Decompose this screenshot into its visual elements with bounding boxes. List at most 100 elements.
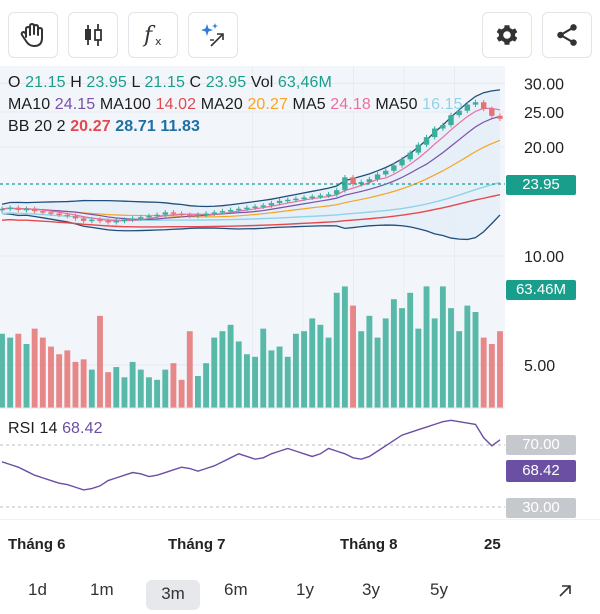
candle-body [391,165,397,171]
range-1d[interactable]: 1d [28,580,47,599]
price-tick-label: 30.00 [524,76,564,93]
volume-bar [39,337,46,408]
range-3m[interactable]: 3m [146,580,200,610]
volume-bar [56,354,63,408]
candle-body [431,128,438,138]
bb-upper-value: 20.27 [70,118,111,135]
high-value: 23.95 [86,74,127,91]
range-3y[interactable]: 3y [362,580,380,599]
x-label-july: Tháng 7 [168,536,226,553]
share-button[interactable] [542,12,592,58]
candle-body [456,110,462,116]
price-tick-label: 25.00 [524,105,564,122]
magic-button[interactable] [188,12,238,58]
candle-body [472,102,479,105]
range-1m[interactable]: 1m [90,580,114,599]
volume-bar [341,286,348,408]
ma50-label: MA50 [375,96,418,113]
price-chart[interactable]: 5.00 10.00 20.00 25.00 30.00 [0,0,600,520]
candle-body [293,198,299,201]
volume-bar [497,331,503,408]
share-icon [557,24,577,46]
ma20-value: 20.27 [247,96,288,113]
volume-tag: 63.46M [506,280,576,300]
ma5-label: MA5 [292,96,326,113]
volume-bar [325,337,332,408]
volume-bar [301,331,308,408]
volume-bar [162,369,169,408]
candle-body [48,212,54,214]
volume-bar [227,324,234,408]
indicators-button[interactable]: f x [128,12,178,58]
range-selector: 1d 1m 3m 6m 1y 3y 5y [0,576,600,610]
range-5y[interactable]: 5y [430,580,448,599]
volume-bar [80,359,87,408]
volume-bar [23,344,30,408]
candle-body [121,219,128,222]
volume-bar [448,308,454,408]
candle-body [203,213,209,216]
volume-value: 63,46M [277,74,332,91]
volume-bars [0,286,503,408]
volume-bar [113,367,120,408]
volume-bar [219,331,226,408]
candle-body [0,208,5,211]
candle-body [113,220,119,223]
candle-body [399,159,405,166]
function-icon: f x [142,23,162,48]
candle-body [244,207,250,210]
candle-body [23,208,30,211]
svg-text:x: x [155,35,162,48]
volume-bar [15,333,22,408]
rsi-current-tag: 68.42 [506,460,576,482]
volume-bar [170,363,177,408]
chart-type-button[interactable] [68,12,118,58]
range-1y[interactable]: 1y [296,580,314,599]
candle-body [276,200,283,204]
ma5-value: 24.18 [330,96,371,113]
price-tick-label: 20.00 [524,140,564,157]
drawing-tool-button[interactable] [8,12,58,58]
volume-bar [431,318,438,408]
volume-bar [374,337,381,408]
ma100-line [1,194,501,228]
candle-body [195,214,201,217]
expand-icon[interactable] [556,584,572,614]
low-label: L [131,74,140,91]
candle-body [334,190,340,195]
volume-bar [268,350,275,408]
volume-bar [235,341,242,408]
volume-bar [64,350,71,408]
ma100-label: MA100 [99,96,152,113]
volume-bar [382,318,389,408]
volume-bar [358,331,365,408]
volume-bar [423,286,430,408]
candle-body [162,212,168,215]
volume-bar [31,328,38,408]
candle-body [268,203,275,206]
open-label: O [8,74,21,91]
volume-bar [317,324,324,408]
candle-body [317,195,324,197]
price-tick-label: 5.00 [524,358,555,375]
ma-legend: MA10 24.15 MA100 14.02 MA20 20.27 MA5 24… [8,96,463,114]
bb-legend: BB 20 2 20.27 28.71 11.83 [8,118,200,136]
volume-bar [146,377,152,408]
volume-bar [121,377,128,408]
volume-bar [88,369,95,408]
price-tag: 23.95 [506,175,576,195]
close-value: 23.95 [205,74,247,91]
volume-bar [309,318,316,408]
candle-body [211,212,217,214]
candle-body [40,211,46,213]
volume-bar [0,333,5,408]
ma20-label: MA20 [200,96,243,113]
volume-bar [292,333,299,408]
candle-body [260,205,266,207]
price-axis-ticks: 5.00 10.00 20.00 25.00 30.00 [524,76,564,375]
candle-body [358,182,364,185]
ma50-value: 16.15 [422,96,463,113]
volume-bar [137,369,144,408]
range-6m[interactable]: 6m [224,580,248,599]
settings-button[interactable] [482,12,532,58]
